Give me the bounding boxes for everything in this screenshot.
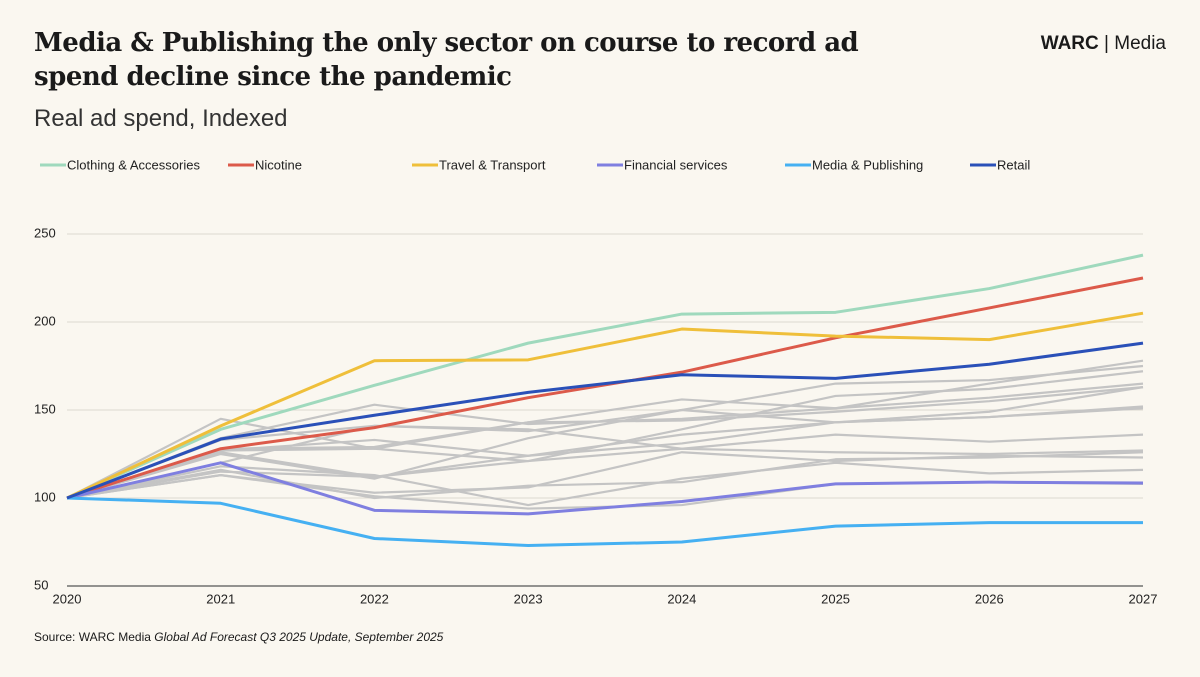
series-line	[66, 253, 1144, 500]
series-line	[66, 341, 1144, 500]
title: Media & Publishing the only sector on co…	[34, 28, 859, 92]
series-line	[66, 311, 1144, 500]
logo-product: | Media	[1104, 33, 1166, 54]
source-publication: Global Ad Forecast Q3 2025 Update, Septe…	[154, 630, 444, 644]
series-line	[66, 359, 1144, 500]
legend-label: Media & Publishing	[812, 157, 923, 172]
subtitle: Real ad spend, Indexed	[34, 105, 288, 132]
series-line	[66, 407, 1144, 500]
x-tick-label: 2026	[975, 591, 1004, 606]
legend-label: Financial services	[624, 157, 728, 172]
x-tick-label: 2027	[1129, 591, 1158, 606]
legend-label: Nicotine	[255, 157, 302, 172]
logo: WARC | Media	[1041, 33, 1166, 55]
x-tick-label: 2024	[667, 591, 696, 606]
source-text: Source: WARC Media	[34, 630, 151, 644]
y-tick-label: 250	[34, 225, 56, 240]
series-line	[66, 424, 1144, 500]
series-line	[66, 461, 1144, 507]
x-tick-label: 2020	[53, 591, 82, 606]
y-tick-label: 150	[34, 401, 56, 416]
series-line	[66, 386, 1144, 500]
x-tick-label: 2022	[360, 591, 389, 606]
y-tick-label: 200	[34, 313, 56, 328]
series-line	[66, 370, 1144, 500]
logo-brand: WARC	[1040, 33, 1099, 54]
y-tick-label: 50	[34, 577, 48, 592]
x-tick-label: 2025	[821, 591, 850, 606]
x-tick-label: 2021	[206, 591, 235, 606]
source: Source: WARC Media Global Ad Forecast Q3…	[34, 630, 443, 644]
legend-label: Clothing & Accessories	[67, 157, 200, 172]
x-tick-label: 2023	[514, 591, 543, 606]
series-line	[66, 461, 1144, 516]
series-line	[66, 496, 1143, 548]
series-line	[66, 417, 1144, 499]
y-tick-label: 100	[34, 489, 56, 504]
legend-label: Retail	[997, 157, 1030, 172]
series-line	[66, 451, 1144, 500]
legend-label: Travel & Transport	[439, 157, 546, 172]
